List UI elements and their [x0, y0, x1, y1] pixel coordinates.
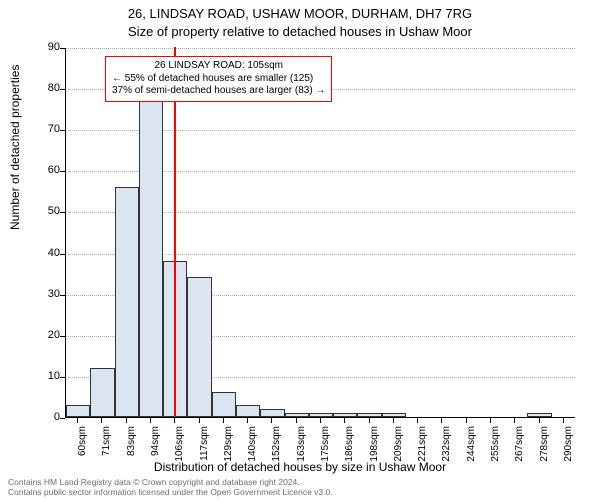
x-tick: [223, 418, 224, 423]
callout-line3: 37% of semi-detached houses are larger (…: [112, 85, 325, 98]
x-tick-label: 244sqm: [466, 426, 477, 471]
x-tick-label: 129sqm: [223, 426, 234, 471]
x-tick-label: 290sqm: [563, 426, 574, 471]
y-tick: [60, 130, 65, 131]
x-tick-label: 221sqm: [417, 426, 428, 471]
y-tick-label: 20: [30, 329, 60, 341]
x-tick: [296, 418, 297, 423]
chart-container: 26, LINDSAY ROAD, USHAW MOOR, DURHAM, DH…: [0, 0, 600, 500]
plot-area: [65, 48, 575, 418]
grid-line: [66, 48, 575, 49]
x-tick: [199, 418, 200, 423]
x-tick: [101, 418, 102, 423]
y-axis-label: Number of detached properties: [8, 65, 22, 230]
histogram-bar: [333, 413, 357, 417]
histogram-bar: [527, 413, 551, 417]
x-tick: [539, 418, 540, 423]
histogram-bar: [212, 392, 236, 417]
x-tick-label: 71sqm: [101, 426, 112, 471]
y-tick-label: 60: [30, 164, 60, 176]
x-tick: [271, 418, 272, 423]
y-tick: [60, 89, 65, 90]
y-tick-label: 30: [30, 288, 60, 300]
y-tick-label: 50: [30, 205, 60, 217]
histogram-bar: [357, 413, 381, 417]
histogram-bar: [382, 413, 406, 417]
marker-line: [174, 47, 176, 417]
histogram-bar: [187, 277, 211, 417]
footer-line2: Contains public sector information licen…: [8, 488, 333, 498]
callout-box: 26 LINDSAY ROAD: 105sqm ← 55% of detache…: [105, 56, 332, 102]
x-tick: [320, 418, 321, 423]
x-tick: [126, 418, 127, 423]
x-tick: [174, 418, 175, 423]
x-tick: [247, 418, 248, 423]
y-tick: [60, 48, 65, 49]
histogram-bar: [260, 409, 284, 417]
x-tick: [77, 418, 78, 423]
y-tick: [60, 295, 65, 296]
x-tick-label: 163sqm: [296, 426, 307, 471]
x-tick-label: 140sqm: [247, 426, 258, 471]
histogram-bar: [309, 413, 333, 417]
y-tick-label: 40: [30, 247, 60, 259]
x-tick-label: 83sqm: [126, 426, 137, 471]
histogram-bar: [139, 76, 163, 417]
x-tick: [393, 418, 394, 423]
histogram-bar: [236, 405, 260, 417]
callout-line1: 26 LINDSAY ROAD: 105sqm: [112, 60, 325, 73]
callout-line2: ← 55% of detached houses are smaller (12…: [112, 73, 325, 86]
x-tick-label: 175sqm: [320, 426, 331, 471]
footer-attribution: Contains HM Land Registry data © Crown c…: [8, 478, 333, 498]
x-tick: [344, 418, 345, 423]
x-tick-label: 198sqm: [369, 426, 380, 471]
x-tick: [466, 418, 467, 423]
y-tick-label: 10: [30, 370, 60, 382]
chart-title-line2: Size of property relative to detached ho…: [0, 24, 600, 39]
x-tick-label: 209sqm: [393, 426, 404, 471]
histogram-bar: [285, 413, 309, 417]
x-tick: [417, 418, 418, 423]
y-tick: [60, 171, 65, 172]
x-tick-label: 267sqm: [514, 426, 525, 471]
x-tick-label: 94sqm: [150, 426, 161, 471]
y-tick-label: 70: [30, 123, 60, 135]
x-tick-label: 152sqm: [271, 426, 282, 471]
y-tick: [60, 336, 65, 337]
x-tick-label: 117sqm: [199, 426, 210, 471]
y-tick: [60, 254, 65, 255]
histogram-bar: [66, 405, 90, 417]
y-tick: [60, 377, 65, 378]
y-tick-label: 0: [30, 411, 60, 423]
x-tick-label: 232sqm: [441, 426, 452, 471]
y-tick: [60, 212, 65, 213]
histogram-bar: [90, 368, 114, 417]
x-tick-label: 278sqm: [539, 426, 550, 471]
y-tick-label: 80: [30, 82, 60, 94]
x-tick-label: 186sqm: [344, 426, 355, 471]
x-tick-label: 106sqm: [174, 426, 185, 471]
x-tick-label: 255sqm: [490, 426, 501, 471]
y-tick: [60, 418, 65, 419]
x-tick: [150, 418, 151, 423]
x-tick: [369, 418, 370, 423]
y-tick-label: 90: [30, 41, 60, 53]
chart-title-line1: 26, LINDSAY ROAD, USHAW MOOR, DURHAM, DH…: [0, 6, 600, 21]
x-tick: [563, 418, 564, 423]
histogram-bar: [115, 187, 139, 417]
x-tick: [490, 418, 491, 423]
x-tick: [441, 418, 442, 423]
x-tick: [514, 418, 515, 423]
x-tick-label: 60sqm: [77, 426, 88, 471]
